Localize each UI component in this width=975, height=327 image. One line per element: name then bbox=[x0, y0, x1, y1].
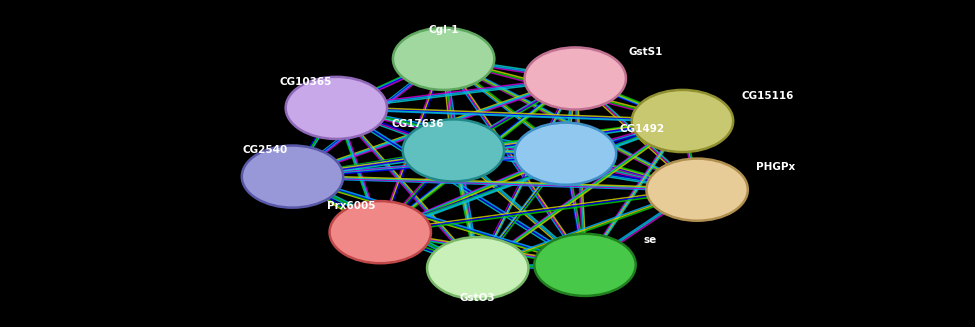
Ellipse shape bbox=[427, 237, 528, 299]
Text: CgI-1: CgI-1 bbox=[428, 25, 459, 35]
Ellipse shape bbox=[403, 119, 504, 181]
Text: PHGPx: PHGPx bbox=[756, 162, 795, 172]
Ellipse shape bbox=[632, 90, 733, 152]
Text: Prx6005: Prx6005 bbox=[327, 201, 375, 211]
Text: CG17636: CG17636 bbox=[391, 119, 444, 129]
Text: CG1492: CG1492 bbox=[619, 124, 664, 134]
Ellipse shape bbox=[646, 159, 748, 221]
Text: CG15116: CG15116 bbox=[741, 91, 794, 101]
Ellipse shape bbox=[286, 77, 387, 139]
Ellipse shape bbox=[534, 234, 636, 296]
Text: CG10365: CG10365 bbox=[279, 77, 332, 87]
Text: CG2540: CG2540 bbox=[243, 145, 288, 155]
Ellipse shape bbox=[393, 28, 494, 90]
Text: GstS1: GstS1 bbox=[629, 47, 663, 57]
Text: se: se bbox=[644, 235, 657, 245]
Ellipse shape bbox=[242, 146, 343, 208]
Ellipse shape bbox=[330, 201, 431, 263]
Text: GstO3: GstO3 bbox=[460, 293, 495, 303]
Ellipse shape bbox=[525, 47, 626, 110]
Ellipse shape bbox=[515, 123, 616, 185]
